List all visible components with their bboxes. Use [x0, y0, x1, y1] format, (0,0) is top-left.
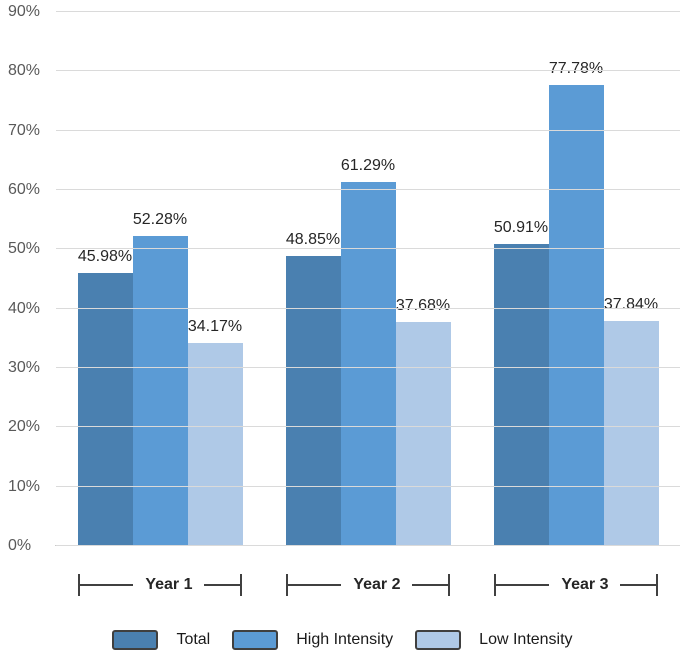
legend-item-low-intensity: Low Intensity [415, 630, 573, 650]
y-tick-label: 80% [8, 62, 41, 80]
bar: 37.68% [395, 298, 451, 546]
bracket-line [288, 584, 342, 586]
bracket-end-tick [240, 574, 242, 596]
y-tick-label: 40% [8, 299, 41, 317]
y-tick-label: 60% [8, 181, 41, 198]
gridline [56, 189, 680, 190]
legend-swatch-total [112, 630, 159, 650]
y-tick-label: 30% [8, 359, 41, 376]
gridline [56, 485, 680, 487]
bar-value-label: 50.91% [493, 218, 549, 236]
legend-label: High Intensity [296, 631, 394, 648]
y-tick-label: 70% [8, 121, 41, 139]
bar: 61.29% [340, 158, 396, 546]
bar-value-label: 45.98% [77, 248, 133, 266]
legend: Total High Intensity Low Intensity [0, 626, 685, 654]
bracket-end-tick [656, 574, 658, 596]
category-group: 48.85% 61.29% 37.68% [264, 12, 472, 546]
x-axis-slot: Year 3 [472, 572, 680, 598]
bracket-line [620, 584, 656, 586]
y-tick-label: 50% [8, 240, 41, 258]
bracket-line [412, 584, 448, 586]
y-tick-label: 10% [8, 477, 41, 495]
bar: 52.28% [132, 211, 188, 546]
bracket-line [204, 584, 240, 586]
y-tick-label: 90% [8, 3, 41, 20]
gridline [56, 367, 680, 368]
bar-value-label: 34.17% [187, 318, 243, 336]
x-axis-slot: Year 2 [264, 572, 472, 598]
category-label: Year 1 [145, 576, 193, 593]
category-group: 45.98% 52.28% 34.17% [56, 12, 264, 546]
plot-area: 45.98% 52.28% 34.17% 48.85% 61.29% 37.68% 50.9… [55, 11, 680, 546]
bracket-end-tick [448, 574, 450, 596]
bar: 50.91% [493, 219, 549, 546]
gridline [56, 129, 680, 131]
bracket-line [496, 584, 550, 586]
bar-value-label: 61.29% [340, 157, 396, 175]
bracket-end-tick [494, 574, 496, 596]
bar-value-label: 37.68% [395, 297, 451, 315]
bracket-end-tick [286, 574, 288, 596]
category-bracket: Year 2 [286, 574, 450, 596]
gridline [56, 426, 680, 428]
legend-swatch-high-intensity [232, 630, 279, 650]
bar: 77.78% [548, 60, 604, 546]
gridline [56, 70, 680, 72]
bracket-line [80, 584, 134, 586]
category-bracket: Year 1 [78, 574, 242, 596]
category-label: Year 2 [353, 576, 401, 593]
category-group: 50.91% 77.78% 37.84% [472, 12, 680, 546]
bar-value-label: 52.28% [132, 210, 188, 228]
legend-item-high-intensity: High Intensity [232, 630, 393, 650]
x-axis-slot: Year 1 [56, 572, 264, 598]
bars-layer: 45.98% 52.28% 34.17% 48.85% 61.29% 37.68% 50.9… [56, 12, 680, 546]
bar: 37.84% [603, 297, 659, 546]
y-tick-label: 0% [8, 537, 32, 554]
legend-label: Low Intensity [479, 631, 573, 648]
bar-value-label: 77.78% [548, 59, 604, 77]
legend-label: Total [176, 631, 211, 648]
bar-value-label: 48.85% [285, 231, 341, 249]
bar: 45.98% [77, 249, 133, 546]
bracket-end-tick [78, 574, 80, 596]
y-tick-label: 20% [8, 418, 41, 436]
gridline [56, 11, 680, 12]
category-label: Year 3 [561, 576, 609, 593]
legend-item-total: Total [112, 630, 210, 650]
y-axis: 0% 10% 20% 30% 40% 50% 60% 70% 80% 90% [8, 4, 54, 554]
gridline [56, 545, 680, 546]
bar: 48.85% [285, 232, 341, 546]
x-axis-labels: Year 1 Year 2 Year 3 [56, 572, 680, 598]
bar: 34.17% [187, 319, 243, 546]
category-bracket: Year 3 [494, 574, 658, 596]
gridline [56, 248, 680, 250]
gridline [56, 307, 680, 309]
legend-swatch-low-intensity [415, 630, 462, 650]
bar-value-label: 37.84% [603, 296, 659, 314]
